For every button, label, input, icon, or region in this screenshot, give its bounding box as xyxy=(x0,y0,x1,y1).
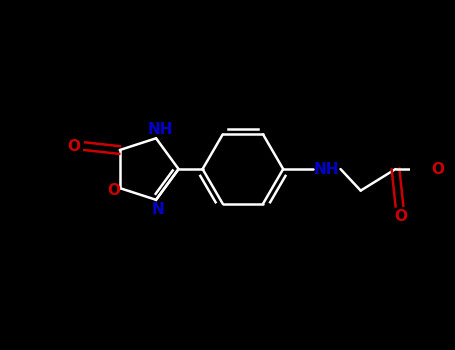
Text: O: O xyxy=(107,183,120,198)
Text: NH: NH xyxy=(314,162,339,176)
Text: O: O xyxy=(67,139,81,154)
Text: O: O xyxy=(432,162,445,176)
Text: NH: NH xyxy=(147,121,173,136)
Text: N: N xyxy=(151,202,164,217)
Text: O: O xyxy=(394,209,408,224)
